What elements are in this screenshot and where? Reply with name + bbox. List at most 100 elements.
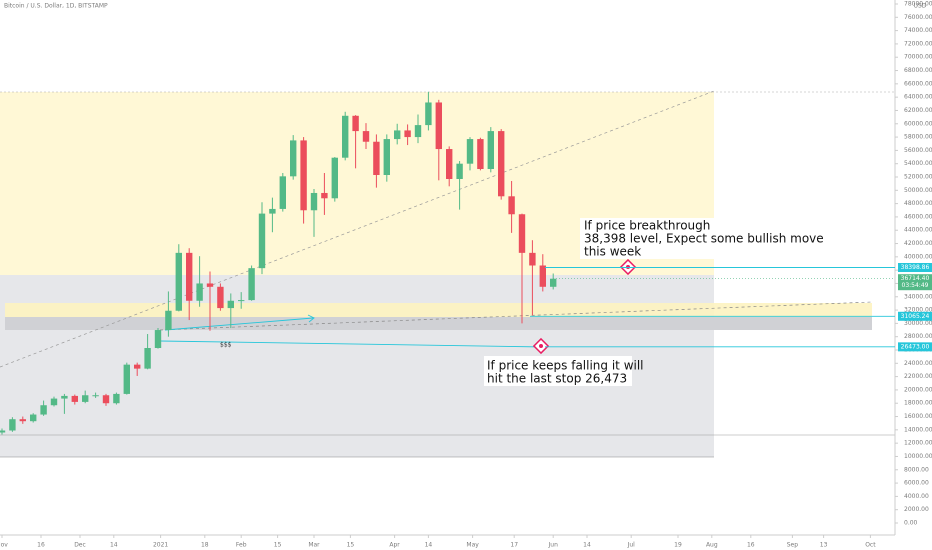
candle-body [300, 140, 307, 211]
support-zone-low [5, 317, 872, 330]
candle-body [394, 130, 401, 140]
plot [0, 91, 557, 435]
x-tick-label: 14 [583, 542, 591, 549]
candle-body [529, 252, 536, 266]
level-price-box [898, 342, 932, 352]
annotation-text: If price keeps falling it will [487, 359, 644, 373]
y-tick-label: 24000.00 [904, 360, 932, 367]
candle-body [113, 393, 120, 404]
marker [532, 337, 550, 355]
y-tick-label: 58000.00 [904, 134, 932, 141]
trend-line [0, 90, 715, 368]
candle-body [435, 102, 442, 150]
annotation-text: If price breakthrough [584, 219, 710, 233]
x-tick-label: Apr [389, 542, 400, 549]
candle-body [217, 286, 224, 309]
candle-body [123, 364, 130, 394]
candle-body [539, 265, 546, 287]
y-tick-label: 78000.00 [904, 1, 932, 8]
candle-body [92, 395, 99, 397]
y-tick-label: 18000.00 [904, 400, 932, 407]
candle-body [50, 398, 58, 406]
candle-body [238, 300, 245, 302]
x-tick-label: 15 [347, 542, 355, 549]
y-tick-label: 4000.00 [904, 493, 929, 500]
y-tick-label: 30000.00 [904, 320, 932, 327]
annotation-text: this week [584, 245, 641, 259]
candle-body [248, 268, 255, 301]
candle-body [9, 419, 16, 431]
candle-body [362, 131, 370, 142]
level-price-box [898, 262, 932, 272]
x-tick-label: 16 [747, 542, 755, 549]
currency: USD [914, 3, 927, 10]
y-tick-label: 10000.00 [904, 453, 932, 460]
x-tick-label: 15 [274, 542, 282, 549]
y-tick-label: 28000.00 [904, 333, 932, 340]
x-tick-label: Dec [74, 542, 86, 549]
candle-body [19, 419, 26, 422]
candle-body [196, 283, 203, 301]
y-tick-label: 34000.00 [904, 293, 932, 300]
y-tick-label: 16000.00 [904, 413, 932, 420]
x-tick-label: Sep [787, 542, 799, 549]
candle-body [456, 163, 463, 179]
x-tick-label: 17 [510, 542, 518, 549]
y-tick-label: 50000.00 [904, 187, 932, 194]
candle-body [446, 149, 453, 179]
candle-body [227, 300, 234, 309]
chart-title: Bitcoin / U.S. Dollar, 1D, BITSTAMP [4, 3, 108, 10]
candle-body [102, 395, 110, 404]
trend-line [159, 301, 873, 331]
candle-body [518, 214, 526, 253]
candle-body [352, 115, 359, 132]
candle-body [71, 395, 78, 402]
y-tick-label: 0.00 [904, 520, 918, 527]
y-tick-label: 48000.00 [904, 200, 932, 207]
y-tick-label: 62000.00 [904, 107, 932, 114]
y-tick-label: 42000.00 [904, 240, 932, 247]
candle-body [186, 252, 193, 301]
candle-body [134, 364, 141, 369]
note-box [580, 218, 715, 259]
y-tick-label: 52000.00 [904, 174, 932, 181]
candle-body [487, 131, 494, 170]
candle-body [144, 348, 151, 369]
y-tick-label: 68000.00 [904, 67, 932, 74]
candle-body [477, 139, 484, 170]
y-tick-label: 20000.00 [904, 386, 932, 393]
candle-body [498, 131, 505, 197]
x-tick-label: Jun [548, 542, 559, 549]
note-box [484, 356, 632, 386]
candle-body [40, 405, 47, 415]
y-tick-label: 66000.00 [904, 80, 932, 87]
y-tick-label: 40000.00 [904, 253, 932, 260]
y-tick-label: 70000.00 [904, 54, 932, 61]
y-tick-label: 22000.00 [904, 373, 932, 380]
candle-body [279, 176, 286, 209]
y-tick-label: 32000.00 [904, 307, 932, 314]
candle-body [310, 192, 318, 211]
y-tick-label: 72000.00 [904, 40, 932, 47]
candle-body [165, 310, 172, 331]
y-tick-label: 76000.00 [904, 14, 932, 21]
candle-body [206, 283, 214, 287]
y-tick-label: 56000.00 [904, 147, 932, 154]
last-price-label: 36714.40 [901, 275, 930, 282]
y-tick-label: 60000.00 [904, 120, 932, 127]
candle-body [269, 208, 276, 214]
y-tick-label: 54000.00 [904, 160, 932, 167]
x-tick-label: 19 [674, 542, 682, 549]
path-line [159, 340, 546, 348]
y-tick-label: 12000.00 [904, 440, 932, 447]
x-tick-label: Feb [236, 542, 247, 549]
candle-body [550, 278, 557, 287]
candle-body [508, 196, 515, 215]
candle-body [175, 252, 182, 311]
y-tick-label: 46000.00 [904, 213, 932, 220]
y-tick-label: 74000.00 [904, 27, 932, 34]
x-tick-label: 2021 [153, 542, 168, 549]
candle-body [258, 213, 266, 269]
level-price-label: 38398.86 [901, 264, 930, 271]
